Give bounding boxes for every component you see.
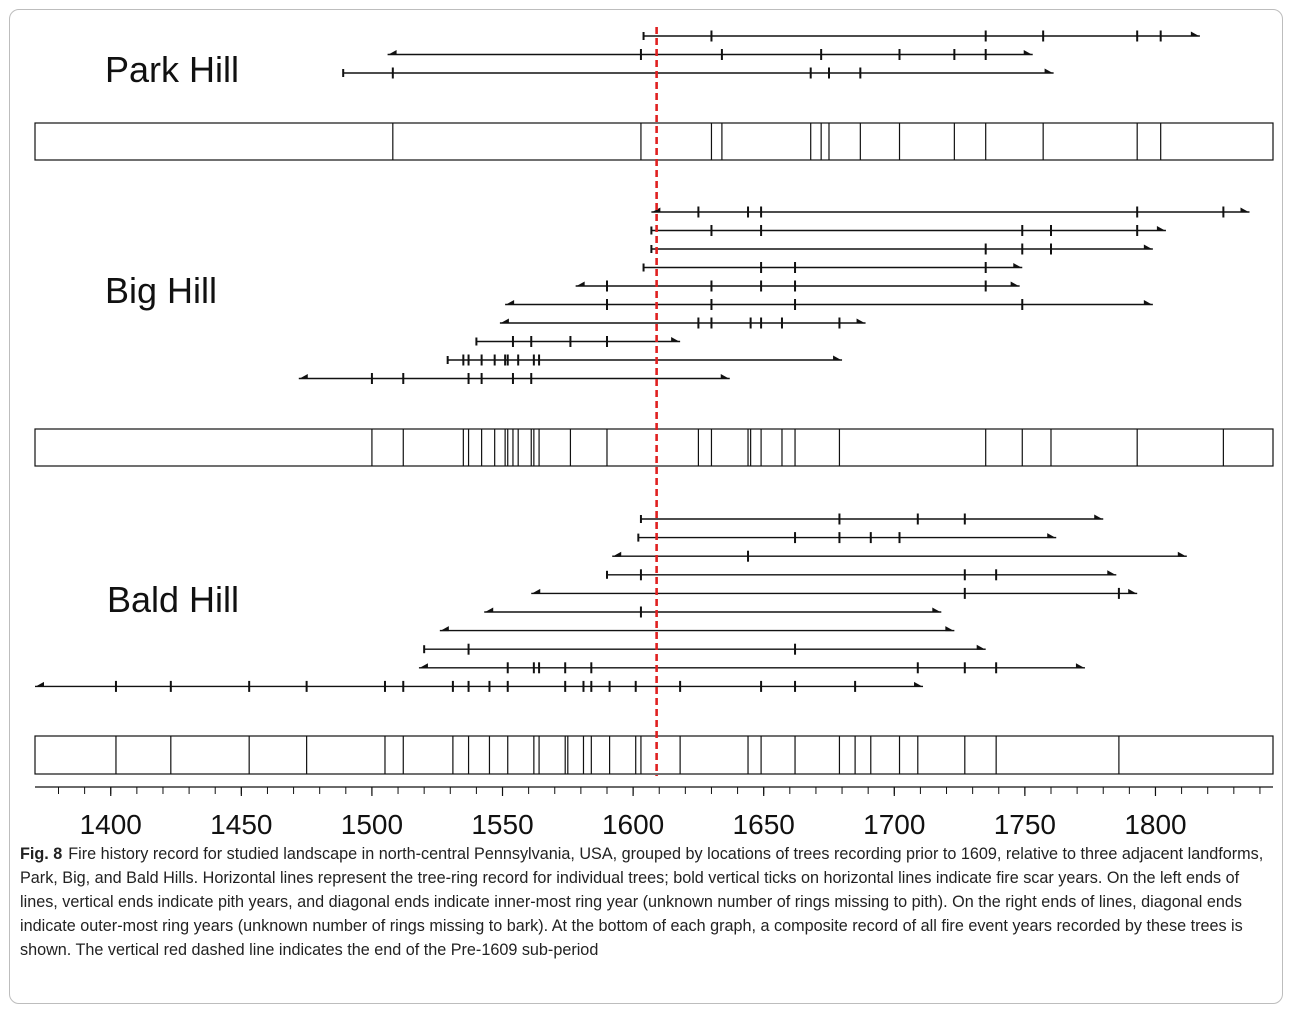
outer-ring-marker (671, 337, 681, 342)
inner-ring-marker (35, 681, 44, 687)
inner-ring-marker (505, 300, 515, 305)
figure-caption: Fig. 8 Fire history record for studied la… (20, 842, 1278, 962)
inner-ring-marker (387, 50, 397, 55)
outer-ring-marker (1143, 244, 1153, 250)
x-tick-label: 1750 (994, 809, 1056, 840)
outer-ring-marker (1177, 551, 1187, 557)
composite-record-box (34, 735, 1274, 775)
panel-label: Park Hill (105, 49, 239, 90)
figure-frame (9, 9, 1283, 1004)
panel-label: Bald Hill (107, 579, 239, 620)
composite-record-box (34, 428, 1274, 467)
outer-ring-marker (856, 318, 866, 324)
outer-ring-marker (1107, 570, 1117, 576)
inner-ring-marker (499, 318, 509, 324)
inner-ring-marker (575, 281, 585, 287)
outer-ring-marker (1010, 281, 1020, 287)
x-tick-label: 1450 (210, 809, 272, 840)
figure-label: Fig. 8 (20, 845, 63, 863)
fire-history-chart: Park Hill Big Hill Bald Hill 1400 1450 1500 15… (34, 27, 1274, 840)
outer-ring-marker (1240, 207, 1250, 213)
outer-ring-marker (1075, 663, 1085, 669)
outer-ring-marker (1047, 533, 1057, 539)
outer-ring-marker (1023, 50, 1033, 55)
outer-ring-marker (833, 355, 843, 361)
inner-ring-marker (484, 607, 494, 613)
outer-ring-marker (1044, 68, 1054, 74)
x-tick-label: 1500 (341, 809, 403, 840)
outer-ring-marker (1143, 300, 1153, 305)
outer-ring-marker (1013, 263, 1023, 268)
outer-ring-marker (1094, 514, 1104, 520)
inner-ring-marker (418, 663, 428, 669)
outer-ring-marker (720, 374, 730, 379)
inner-ring-marker (439, 626, 449, 632)
outer-ring-marker (1156, 226, 1166, 231)
outer-ring-marker (932, 607, 942, 613)
outer-ring-marker (976, 644, 986, 650)
x-tick-label: 1400 (80, 809, 142, 840)
caption-text: Fire history record for studied landscap… (20, 845, 1264, 959)
x-tick-label: 1550 (471, 809, 533, 840)
outer-ring-marker (1128, 588, 1138, 594)
x-tick-label: 1650 (733, 809, 795, 840)
panel-label: Big Hill (105, 270, 217, 311)
x-tick-label: 1600 (602, 809, 664, 840)
x-tick-label: 1700 (863, 809, 925, 840)
composite-record-box (34, 122, 1274, 161)
outer-ring-marker (1190, 31, 1200, 37)
inner-ring-marker (298, 374, 308, 379)
x-tick-label: 1800 (1124, 809, 1186, 840)
outer-ring-marker (914, 681, 924, 687)
outer-ring-marker (945, 626, 955, 632)
inner-ring-marker (531, 588, 541, 594)
inner-ring-marker (612, 551, 622, 557)
